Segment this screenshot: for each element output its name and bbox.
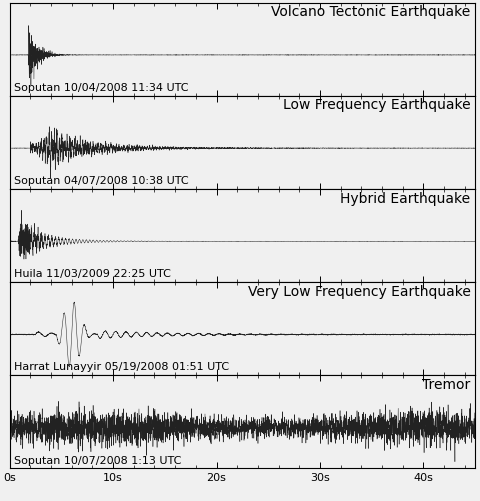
Text: Soputan 04/07/2008 10:38 UTC: Soputan 04/07/2008 10:38 UTC (14, 176, 189, 186)
Text: Harrat Lunayyir 05/19/2008 01:51 UTC: Harrat Lunayyir 05/19/2008 01:51 UTC (14, 362, 229, 372)
Text: Hybrid Earthquake: Hybrid Earthquake (340, 192, 470, 206)
Text: Volcano Tectonic Earthquake: Volcano Tectonic Earthquake (271, 6, 470, 20)
Text: Soputan 10/04/2008 11:34 UTC: Soputan 10/04/2008 11:34 UTC (14, 83, 189, 93)
Text: Very Low Frequency Earthquake: Very Low Frequency Earthquake (248, 285, 470, 299)
Text: Soputan 10/07/2008 1:13 UTC: Soputan 10/07/2008 1:13 UTC (14, 455, 181, 465)
Text: Tremor: Tremor (422, 378, 470, 392)
Text: Low Frequency Earthquake: Low Frequency Earthquake (283, 99, 470, 113)
Text: Huila 11/03/2009 22:25 UTC: Huila 11/03/2009 22:25 UTC (14, 269, 171, 279)
